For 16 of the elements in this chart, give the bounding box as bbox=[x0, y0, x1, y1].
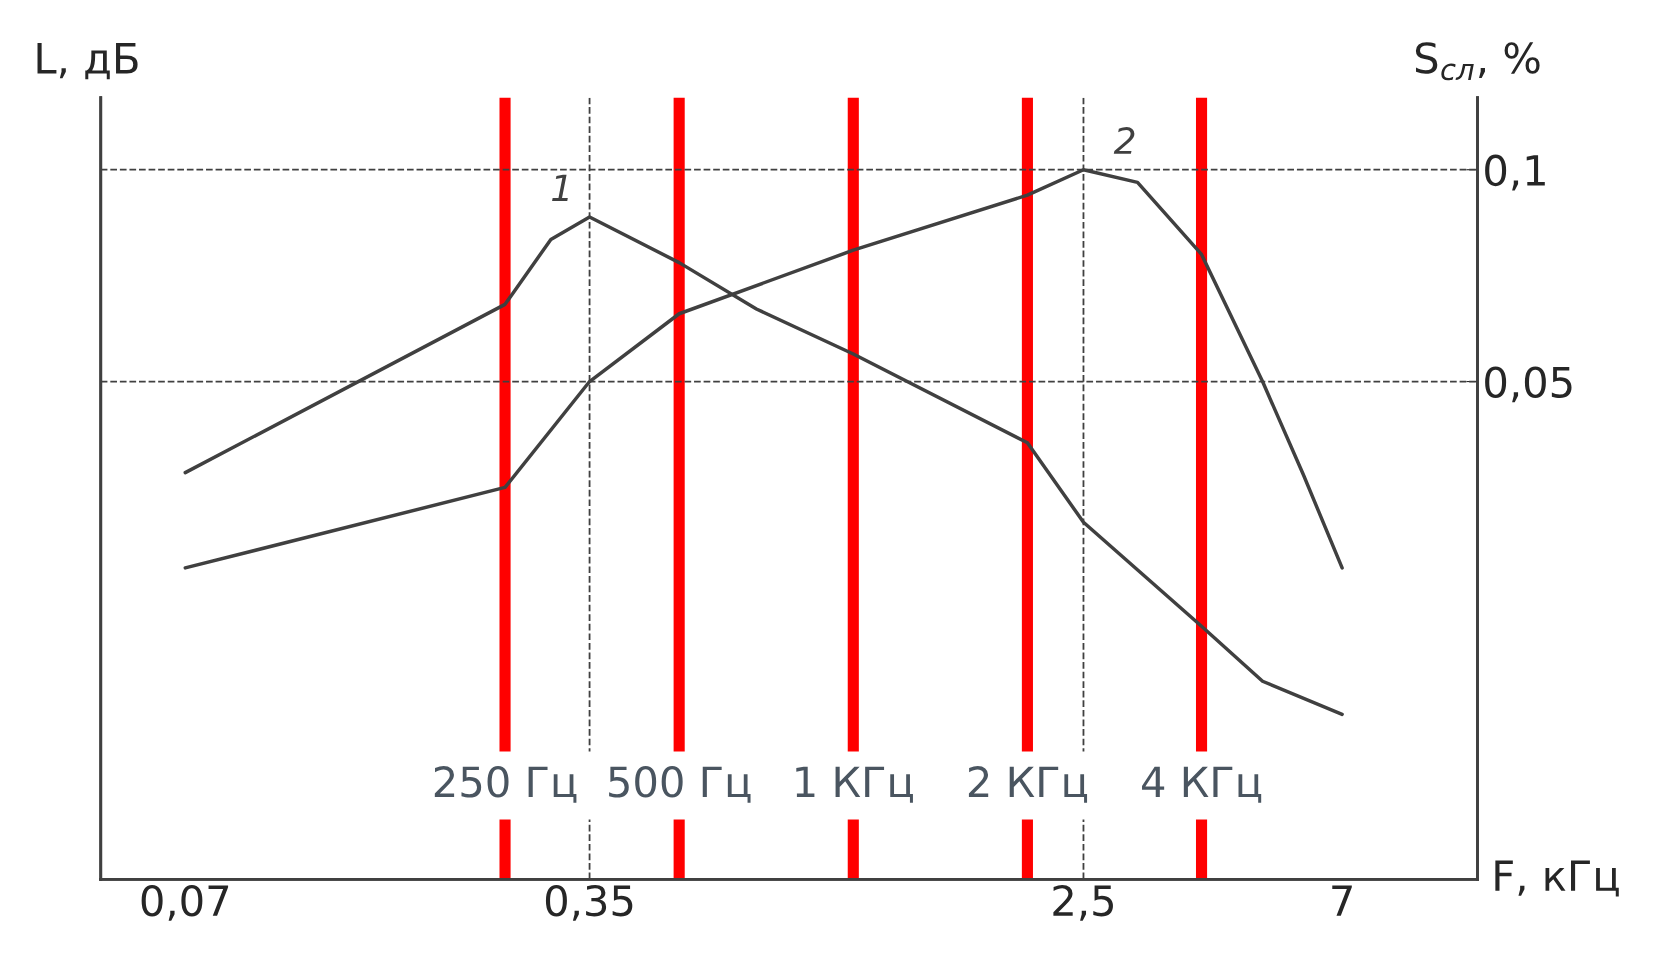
ref-line-label: 4 КГц bbox=[1142, 766, 1262, 803]
y2-axis-title: S$_{сл}$, % bbox=[1415, 42, 1540, 81]
x-axis-title: F, кГц bbox=[1495, 860, 1619, 897]
series-label: 1 bbox=[552, 174, 568, 202]
y2-tick-label: 0,05 bbox=[1485, 366, 1572, 403]
x-tick-label: 2,5 bbox=[1053, 884, 1113, 921]
ref-line-label: 250 Гц bbox=[434, 766, 577, 803]
ref-line-label: 500 Гц bbox=[609, 766, 751, 803]
series-label: 2 bbox=[1113, 127, 1135, 154]
y-axis-title: L, дБ bbox=[37, 43, 138, 80]
ref-line-label: 2 КГц bbox=[968, 766, 1088, 803]
x-tick-label: 0,35 bbox=[545, 884, 633, 921]
ref-line-label: 1 КГц bbox=[796, 766, 913, 803]
y2-tick-label: 0,1 bbox=[1485, 154, 1545, 191]
x-tick-label: 0,07 bbox=[141, 884, 229, 921]
x-tick-label: 7 bbox=[1332, 885, 1352, 916]
